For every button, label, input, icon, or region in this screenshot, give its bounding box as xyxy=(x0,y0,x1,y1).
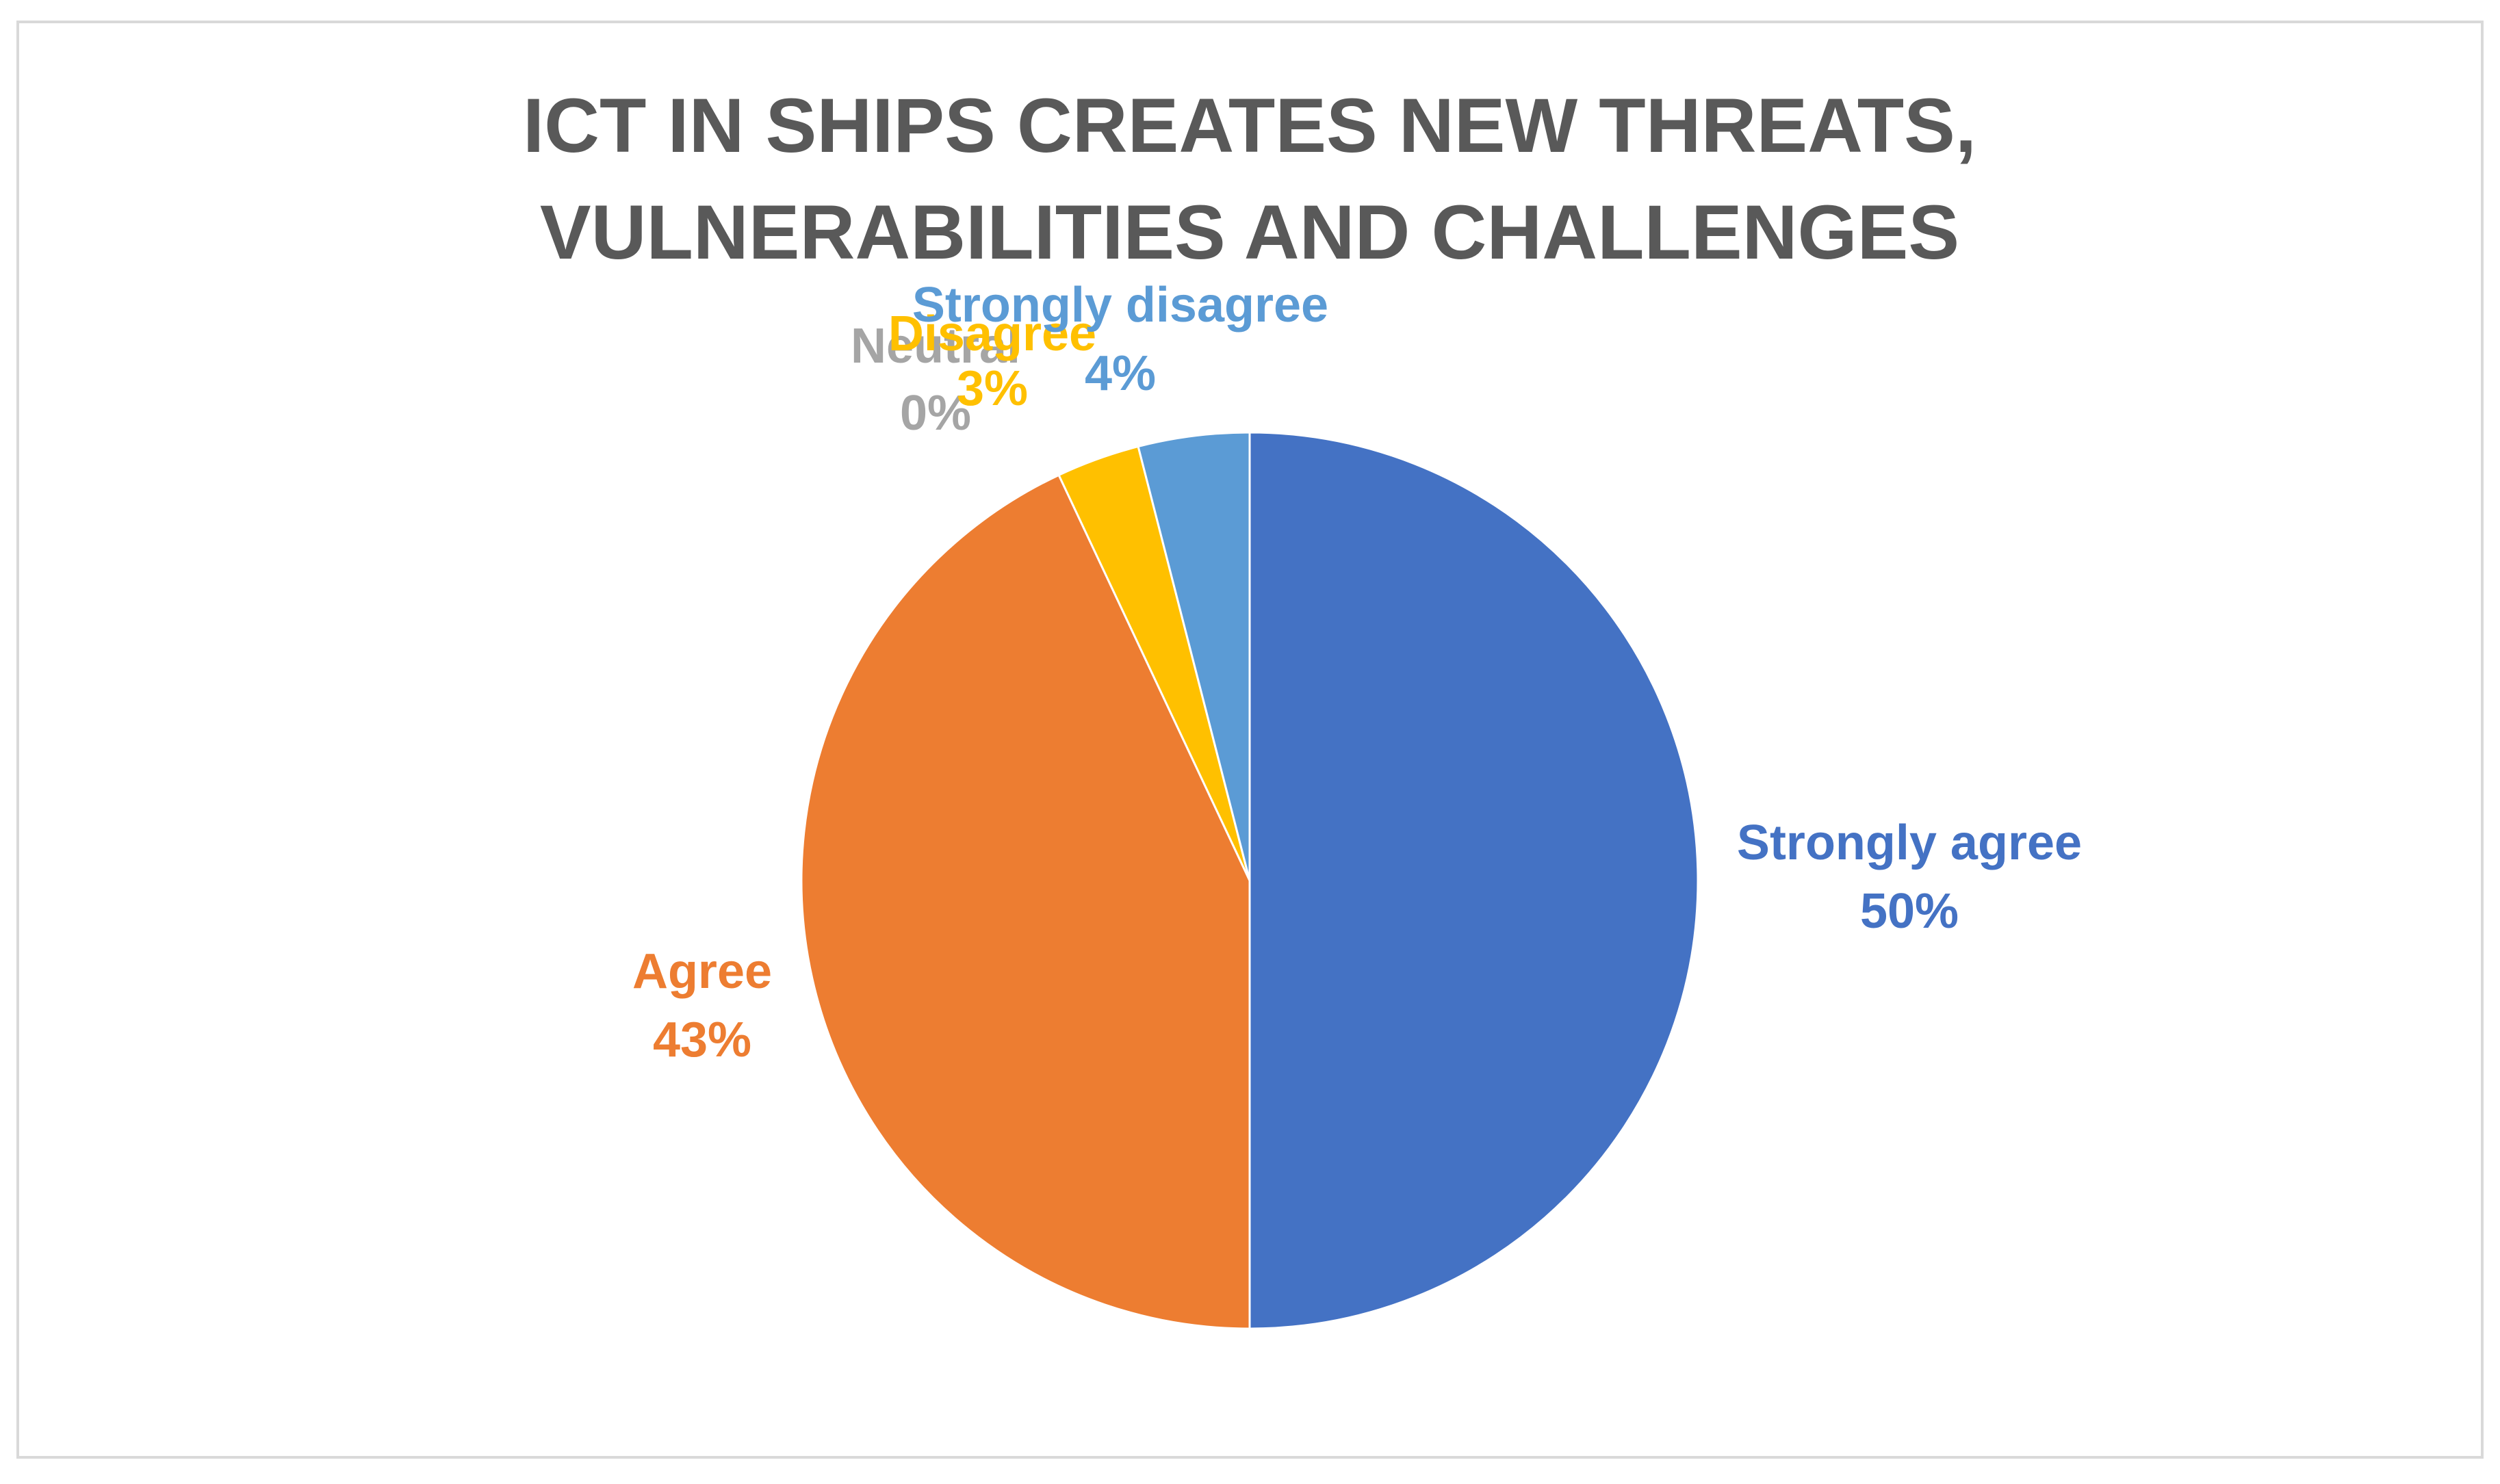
data-label-value-disagree: 3% xyxy=(957,361,1028,416)
pie-slice-strongly-disagree xyxy=(1137,431,1251,881)
data-label-value-strongly-disagree: 4% xyxy=(1085,346,1156,401)
data-label-value-agree: 43% xyxy=(653,1013,751,1067)
pie-slices xyxy=(800,431,1699,1330)
pie-slice-strongly-agree xyxy=(1248,431,1699,1330)
pie-slice-agree xyxy=(800,473,1251,1330)
chart-title-line-2: VULNERABILITIES AND CHALLENGES xyxy=(540,190,1959,275)
data-label-name-strongly-disagree: Strongly disagree xyxy=(912,278,1328,333)
data-label-value-strongly-agree: 50% xyxy=(1860,884,1959,939)
data-label-value-neutral: 0% xyxy=(900,386,971,441)
data-label-name-disagree: Disagree xyxy=(888,307,1096,361)
data-labels: Strongly agree 50% Agree 43% Neutral 0% Disagr… xyxy=(632,278,2082,1067)
data-label-name-neutral: Neutral xyxy=(851,319,1020,374)
chart-title-line-1: ICT IN SHIPS CREATES NEW THREATS, xyxy=(523,83,1976,168)
data-label-name-strongly-agree: Strongly agree xyxy=(1737,816,2082,870)
data-label-name-agree: Agree xyxy=(632,944,772,999)
